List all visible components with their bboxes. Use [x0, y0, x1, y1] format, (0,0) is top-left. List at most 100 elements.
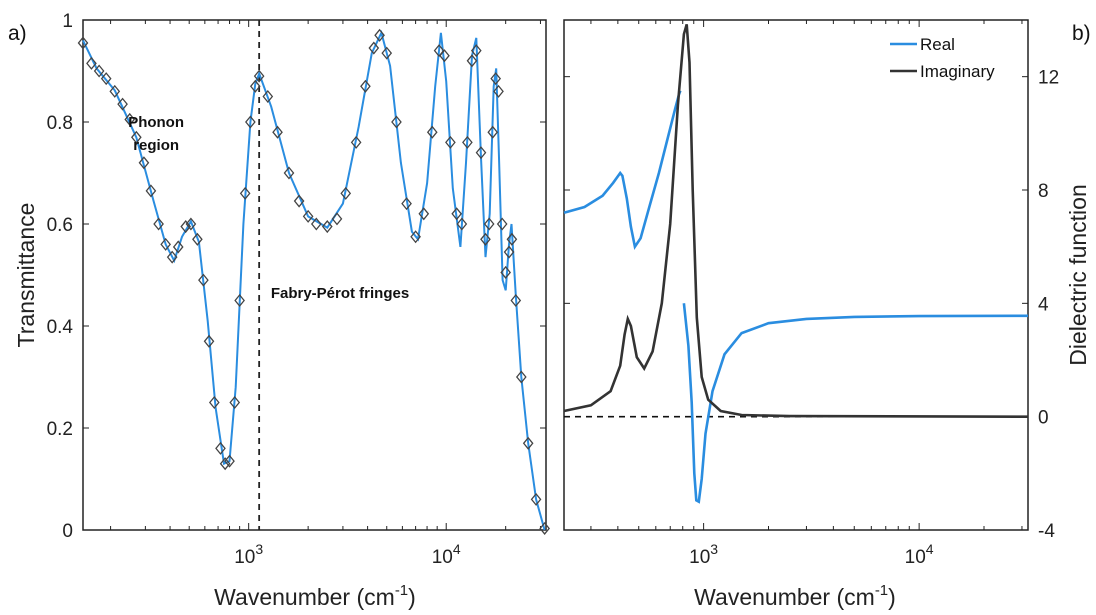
data-point	[239, 186, 251, 200]
panel-b-y-ticks: -4 0 4 8 12	[564, 68, 1059, 542]
data-point	[439, 49, 450, 63]
x-tick-base: 10	[234, 547, 255, 568]
data-point	[321, 220, 333, 234]
y-tick-label: 12	[1038, 68, 1059, 89]
data-point	[500, 265, 512, 279]
data-point	[483, 217, 495, 231]
annotation-label: region	[133, 137, 179, 154]
data-point	[283, 166, 295, 180]
panel-a-frame	[82, 19, 547, 531]
data-point	[506, 232, 518, 246]
data-point	[510, 293, 522, 308]
data-point	[219, 457, 231, 471]
data-point	[124, 112, 136, 126]
data-point	[451, 207, 463, 221]
data-point	[253, 69, 265, 83]
x-tick-exp: 4	[926, 541, 934, 557]
panel-a-plot-area	[77, 20, 550, 535]
data-point	[456, 217, 468, 231]
panel-a-y-ticks: 0 0.2 0.4 0.6 0.8 1	[47, 11, 546, 542]
panel-a-x-ticks: 103 104	[110, 20, 541, 568]
legend-label: Real	[920, 35, 955, 54]
y-tick-label: 1	[62, 11, 73, 32]
data-point	[310, 217, 322, 231]
y-tick-label: 0.6	[47, 215, 73, 236]
data-point	[302, 209, 314, 223]
x-tick-exp: 4	[453, 541, 461, 557]
data-point	[480, 232, 491, 246]
data-point	[180, 220, 192, 234]
data-point	[487, 125, 499, 139]
data-point	[493, 84, 504, 98]
panel-b-x-axis-title-sup: -1	[875, 582, 888, 599]
data-point	[445, 135, 456, 149]
data-point	[77, 36, 89, 50]
data-point	[100, 72, 112, 86]
data-point	[401, 197, 412, 211]
panel-a-y-axis-title: Transmittance	[13, 203, 39, 348]
data-point	[166, 250, 178, 264]
data-point	[391, 115, 402, 129]
panel-b-frame	[563, 19, 1029, 531]
x-tick-exp: 3	[255, 541, 263, 557]
x-tick-exp: 3	[710, 541, 718, 557]
data-point	[418, 207, 430, 221]
y-tick-label: 0	[62, 521, 73, 542]
data-point	[93, 64, 105, 78]
panel-b-x-axis-title-tail: )	[888, 584, 896, 610]
panel-b-plot-area	[563, 23, 1029, 504]
data-point	[208, 395, 220, 410]
data-point	[198, 273, 209, 287]
data-point	[539, 521, 550, 535]
data-point	[496, 217, 508, 231]
series-line-real	[563, 90, 682, 251]
panel-b-tag: b)	[1072, 22, 1091, 45]
data-point	[410, 230, 421, 244]
data-point	[245, 115, 256, 129]
data-point	[86, 56, 97, 70]
panel-a-annotations: Phonon region Fabry-Pérot fringes	[128, 114, 409, 302]
x-tick-label: 104	[432, 541, 461, 568]
data-point	[331, 212, 343, 226]
y-tick-label: 0.2	[47, 419, 73, 440]
panel-a-x-axis-title-tail: )	[408, 584, 416, 610]
data-point	[109, 84, 121, 98]
data-point	[192, 232, 203, 246]
data-point	[224, 454, 235, 468]
data-point	[153, 217, 164, 231]
data-point	[145, 184, 157, 198]
data-point	[172, 240, 184, 254]
x-tick-label: 103	[234, 541, 263, 568]
panel-b-legend: Real Imaginary	[890, 35, 995, 81]
legend-label: Imaginary	[920, 62, 995, 81]
y-tick-label: 0.8	[47, 113, 73, 134]
data-point	[130, 130, 142, 144]
data-point	[426, 125, 438, 139]
data-point	[360, 79, 371, 93]
data-point	[229, 395, 241, 410]
data-point	[462, 135, 473, 149]
x-tick-label: 104	[905, 541, 934, 568]
panel-b-x-axis-title-main: Wavenumber (cm	[694, 584, 875, 610]
y-tick-label: 0	[1038, 408, 1049, 429]
panel-b-x-axis-title: Wavenumber (cm-1)	[694, 582, 896, 610]
data-point	[234, 293, 245, 308]
annotation-label: Phonon	[128, 114, 184, 131]
data-point	[515, 370, 527, 384]
data-point	[350, 135, 362, 149]
data-point	[475, 146, 487, 160]
data-point	[117, 97, 128, 111]
data-point	[138, 156, 150, 170]
annotation-label: Fabry-Pérot fringes	[271, 285, 409, 302]
data-point	[466, 54, 478, 68]
data-point	[203, 334, 215, 348]
data-point	[368, 41, 380, 55]
y-tick-label: -4	[1038, 521, 1055, 542]
x-tick-base: 10	[689, 547, 710, 568]
data-point	[160, 237, 171, 251]
data-point	[381, 46, 393, 60]
fit-series-line	[82, 29, 546, 531]
data-point	[293, 194, 305, 208]
